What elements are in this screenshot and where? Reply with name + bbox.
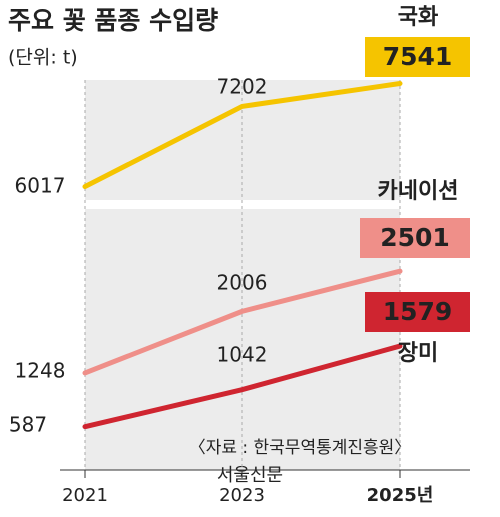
x-tick-label: 2023 [219, 485, 265, 506]
axis-break [0, 200, 420, 209]
data-label: 7202 [217, 75, 268, 99]
data-label: 587 [9, 413, 47, 437]
chart-title: 주요 꽃 품종 수입량 [8, 6, 218, 35]
label-box [365, 292, 470, 332]
label-box [365, 37, 470, 77]
source: 〈자료 : 한국무역통계진흥원〉 [189, 438, 412, 458]
data-label: 6017 [15, 174, 66, 198]
series-line [82, 268, 403, 376]
watermark: 서울신문 [217, 465, 283, 486]
legend-label: 장미 [398, 341, 438, 366]
label-box [360, 218, 470, 258]
series-line [82, 343, 403, 430]
data-label: 1042 [217, 343, 268, 367]
chart-subtitle: (단위: t) [8, 47, 78, 69]
data-label: 1579 [383, 297, 453, 326]
series-line [82, 81, 403, 190]
data-label: 2006 [217, 271, 268, 295]
data-label: 2501 [380, 223, 450, 252]
x-tick-label: 2025년 [367, 485, 434, 506]
legend-label: 국화 [398, 5, 438, 30]
x-tick-label: 2021 [62, 485, 108, 506]
data-label: 7541 [383, 42, 453, 71]
data-label: 1248 [15, 359, 66, 383]
legend-label: 카네이션 [378, 179, 459, 204]
